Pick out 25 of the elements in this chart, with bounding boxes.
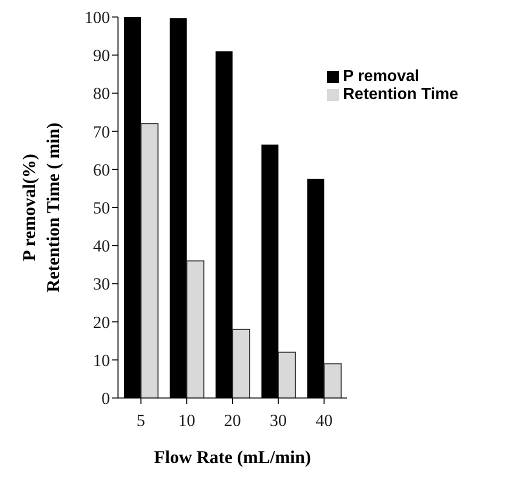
y-tick-label: 80 [93, 84, 110, 104]
y-tick-label: 20 [93, 312, 110, 332]
bar [140, 123, 158, 398]
y-tick-label: 40 [93, 236, 110, 256]
x-axis-title: Flow Rate (mL/min) [154, 447, 311, 467]
y-tick-label: 30 [93, 274, 110, 294]
y-tick-label: 90 [93, 46, 110, 66]
y-tick-label: 70 [93, 122, 110, 142]
x-tick-label: 40 [316, 411, 333, 430]
x-tick-label: 20 [224, 411, 241, 430]
bar [186, 260, 204, 398]
y-tick-label: 100 [84, 8, 110, 28]
y-tick-label: 0 [102, 389, 110, 408]
x-tick-label: 10 [178, 411, 196, 430]
y-tick-label: 50 [93, 198, 110, 218]
x-tick-label: 30 [270, 411, 287, 430]
x-tick-label: 5 [136, 411, 146, 430]
legend-label: P removal [343, 68, 420, 85]
y-axis-title: P removal(%) Retention Time ( min) [19, 122, 63, 292]
bar [232, 328, 250, 398]
bar [278, 352, 296, 398]
y-tick-label: 10 [93, 350, 110, 370]
bar [324, 363, 342, 398]
legend-label: Retention Time [343, 86, 458, 103]
y-tick-label: 60 [93, 160, 110, 180]
